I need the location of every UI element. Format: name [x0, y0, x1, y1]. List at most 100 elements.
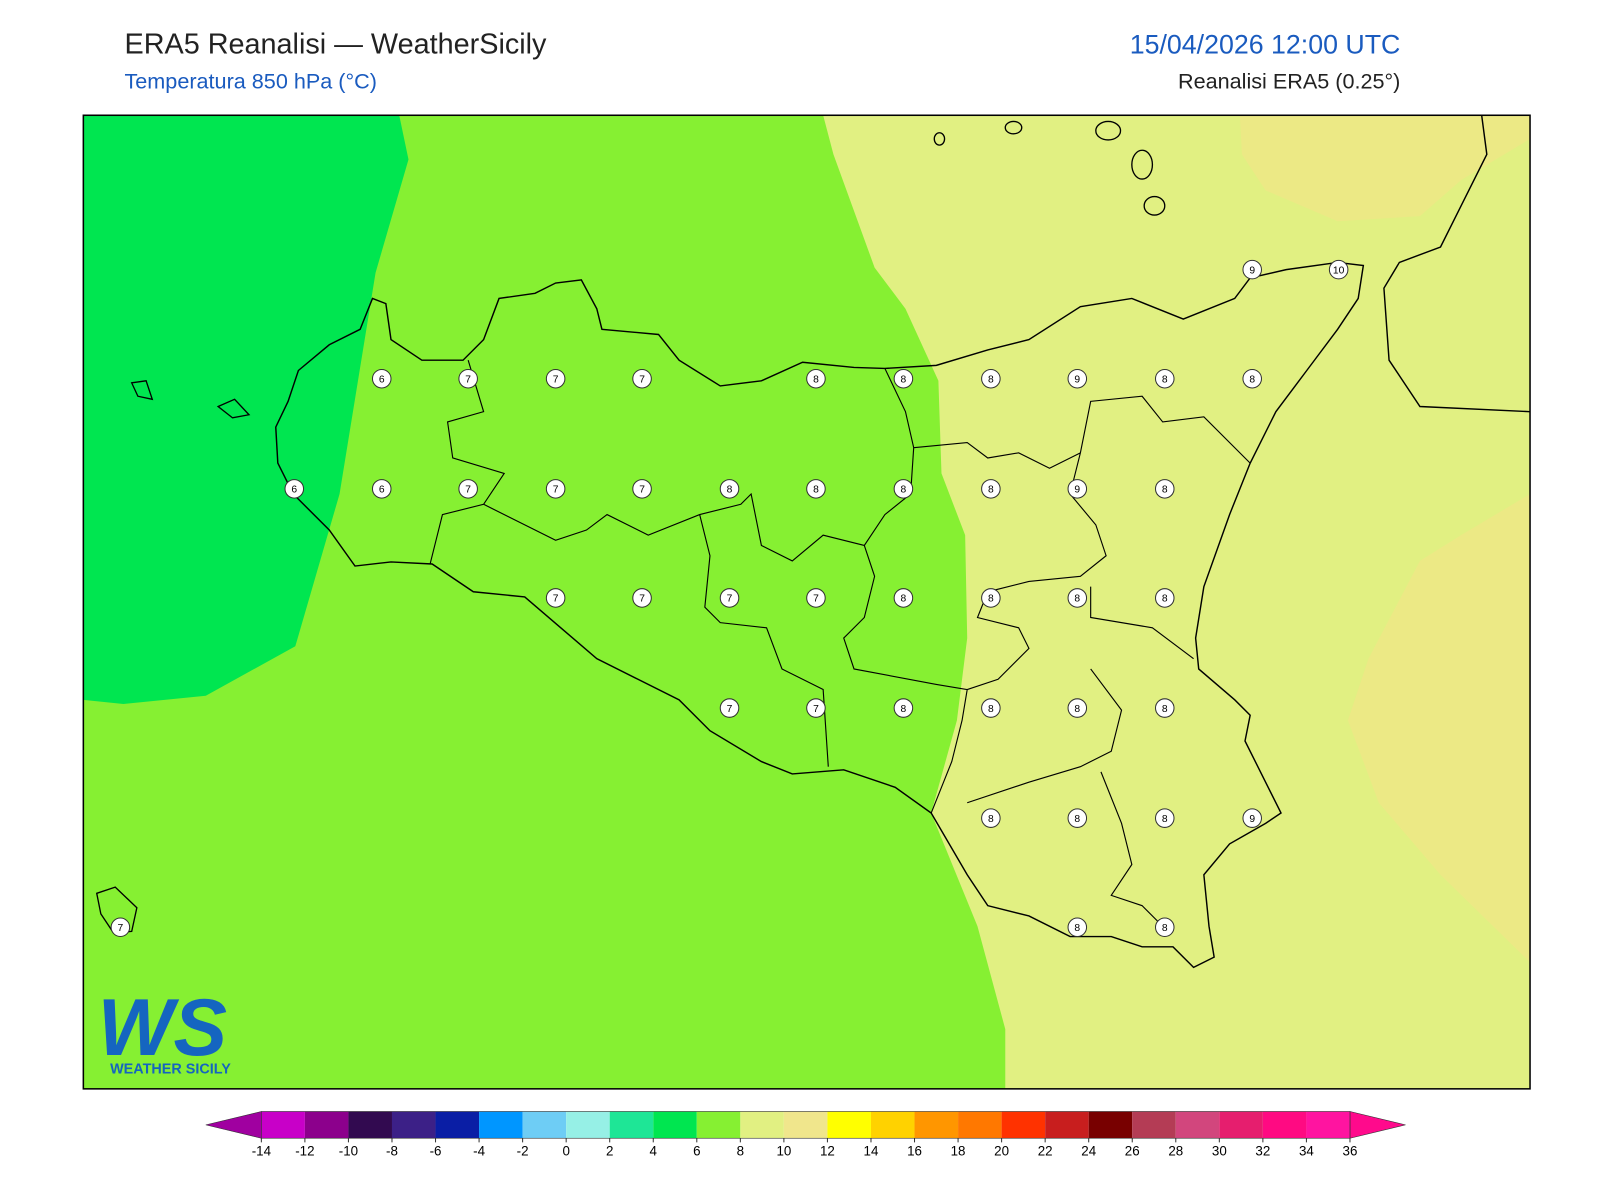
station: 8 — [893, 368, 914, 389]
station-values: 6 7 7 7 8 8 8 9 8 8 6 6 7 7 7 8 8 8 8 9 8 7 7 7 7 8 8 8 8 7 7 8 8 8 8 8 8 8 9 7… — [110, 259, 1349, 938]
colorbar-segment — [1132, 1111, 1176, 1139]
station-label: 8 — [813, 374, 819, 385]
station: 8 — [981, 479, 1001, 499]
colorbar-tick-label: -6 — [430, 1144, 442, 1159]
station-label: 7 — [813, 594, 819, 605]
station-label: 7 — [639, 485, 645, 496]
logo: WS WEATHER SICILY — [98, 983, 231, 1078]
station: 6 — [284, 479, 305, 499]
colorbar-tick-label: 12 — [820, 1144, 835, 1159]
title: ERA5 Reanalisi — WeatherSicily — [125, 29, 548, 61]
station-marker — [806, 479, 826, 499]
colorbar-segment — [479, 1111, 523, 1139]
station: 7 — [110, 917, 131, 938]
station-label: 9 — [1074, 374, 1080, 385]
colorbar-tick-label: 34 — [1299, 1144, 1314, 1159]
station: 7 — [458, 479, 478, 499]
station: 8 — [1067, 698, 1088, 718]
colorbar-segment — [827, 1111, 871, 1139]
colorbar-tick-label: 6 — [693, 1144, 700, 1159]
station-marker — [1067, 479, 1088, 499]
station-marker — [458, 479, 478, 499]
station-label: 8 — [1162, 923, 1168, 934]
station-marker — [1328, 259, 1349, 280]
station-label: 9 — [1249, 814, 1255, 825]
station-label: 7 — [118, 923, 124, 934]
station: 8 — [893, 479, 914, 499]
station-marker — [893, 368, 914, 389]
colorbar-tick-label: 0 — [562, 1144, 569, 1159]
station-label: 8 — [1074, 704, 1080, 715]
station-marker — [632, 368, 652, 389]
station-label: 8 — [1162, 374, 1168, 385]
station: 9 — [1242, 259, 1262, 280]
colorbar-segment — [391, 1111, 436, 1139]
colorbar-tick-label: -12 — [295, 1144, 314, 1159]
station-label: 9 — [1074, 485, 1080, 496]
colorbar-tick-label: -14 — [252, 1144, 272, 1159]
colorbar-segment — [783, 1111, 828, 1139]
colorbar-segment — [696, 1111, 741, 1139]
station: 8 — [981, 368, 1001, 389]
station: 6 — [371, 368, 392, 389]
colorbar-tick-label: 24 — [1081, 1144, 1096, 1159]
colorbar-tick-label: 32 — [1255, 1144, 1270, 1159]
station-marker — [1242, 368, 1262, 389]
station-label: 8 — [901, 594, 907, 605]
station-marker — [981, 479, 1001, 499]
station-label: 8 — [901, 374, 907, 385]
colorbar-segment — [1088, 1111, 1133, 1139]
station: 8 — [981, 698, 1001, 718]
station: 8 — [1154, 588, 1175, 608]
station-label: 7 — [553, 485, 559, 496]
station-marker — [371, 368, 392, 389]
subtitle: Temperatura 850 hPa (°C) — [125, 69, 377, 94]
source: Reanalisi ERA5 (0.25°) — [1178, 69, 1400, 94]
station: 9 — [1067, 479, 1088, 499]
station-marker — [719, 479, 740, 499]
station-marker — [719, 588, 740, 608]
station-label: 8 — [988, 485, 994, 496]
station-label: 8 — [727, 485, 733, 496]
station-label: 7 — [553, 374, 559, 385]
station-marker — [545, 479, 566, 499]
station: 7 — [719, 698, 740, 718]
station-label: 9 — [1249, 265, 1255, 276]
station-label: 8 — [901, 485, 907, 496]
colorbar-tick-label: -4 — [473, 1144, 485, 1159]
colorbar-over — [1349, 1111, 1406, 1139]
colorbar: -14 -12 -10 -8 -6 -4 -2 0 2 4 6 8 10 12 14 16 18 20 22 24 26… — [205, 1111, 1406, 1159]
colorbar-segment — [1045, 1111, 1089, 1139]
station-marker — [458, 368, 478, 389]
field-8-10 — [823, 115, 1531, 1089]
station: 7 — [806, 698, 826, 718]
colorbar-tick-label: 28 — [1168, 1144, 1183, 1159]
calabria-coast — [1383, 115, 1531, 413]
station: 7 — [632, 368, 652, 389]
station-marker — [1154, 698, 1175, 718]
field-10-a — [1239, 115, 1531, 222]
colorbar-segment — [1306, 1111, 1350, 1139]
station-label: 7 — [639, 594, 645, 605]
colorbar-tick-label: 2 — [606, 1144, 613, 1159]
station-marker — [893, 588, 914, 608]
station: 8 — [1154, 917, 1175, 938]
station: 10 — [1328, 259, 1349, 280]
station: 8 — [1067, 588, 1088, 608]
colorbar-tick-label: 10 — [776, 1144, 791, 1159]
colorbar-tick-label: 8 — [737, 1144, 744, 1159]
logo-text: WEATHER SICILY — [110, 1061, 231, 1077]
station-label: 8 — [1074, 923, 1080, 934]
colorbar-segment — [261, 1111, 305, 1139]
colorbar-tick-label: 4 — [650, 1144, 658, 1159]
station: 7 — [632, 588, 652, 608]
station-label: 8 — [1162, 594, 1168, 605]
station-marker — [1067, 368, 1088, 389]
station: 6 — [371, 479, 392, 499]
station-label: 8 — [988, 814, 994, 825]
colorbar-segment — [740, 1111, 784, 1139]
station: 8 — [1154, 479, 1175, 499]
station: 7 — [545, 588, 566, 608]
province-borders — [429, 360, 1251, 927]
